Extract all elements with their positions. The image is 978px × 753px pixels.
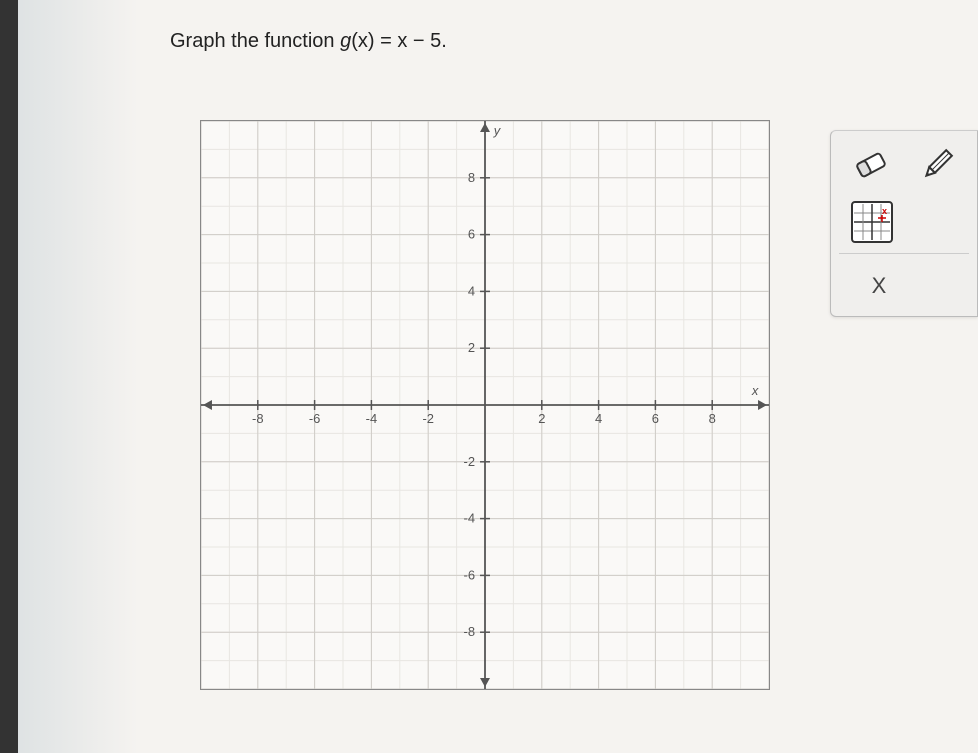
svg-text:8: 8 [709, 411, 716, 426]
svg-text:-6: -6 [309, 411, 321, 426]
paper-shading [18, 0, 138, 753]
eraser-tool-button[interactable] [847, 141, 895, 189]
svg-text:-4: -4 [366, 411, 378, 426]
close-button[interactable]: X [859, 266, 899, 306]
page-left-edge [0, 0, 18, 753]
svg-text:6: 6 [652, 411, 659, 426]
svg-text:-4: -4 [464, 511, 476, 526]
coordinate-grid[interactable]: -8 -6 -4 -2 2 4 6 8 8 6 4 2 -2 -4 -6 -8 x y [201, 121, 769, 689]
question-prompt: Graph the function g(x) = x − 5. [170, 30, 447, 53]
close-icon: X [872, 273, 887, 299]
grid-settings-button[interactable]: x [851, 201, 893, 243]
svg-text:-8: -8 [464, 624, 476, 639]
eraser-icon [852, 150, 890, 180]
fn-arg: (x) [351, 30, 374, 52]
svg-text:2: 2 [468, 340, 475, 355]
svg-text:x: x [882, 206, 887, 216]
tick-labels: -8 -6 -4 -2 2 4 6 8 8 6 4 2 -2 -4 -6 -8 x y [252, 123, 759, 639]
grid-settings-icon: x [854, 204, 890, 240]
svg-text:4: 4 [468, 283, 475, 298]
svg-text:6: 6 [468, 227, 475, 242]
pencil-tool-button[interactable] [913, 141, 961, 189]
fn-eq: = x − 5. [375, 30, 447, 52]
svg-text:-8: -8 [252, 411, 264, 426]
graph-canvas[interactable]: -8 -6 -4 -2 2 4 6 8 8 6 4 2 -2 -4 -6 -8 x y [200, 120, 770, 690]
svg-text:2: 2 [538, 411, 545, 426]
question-prefix: Graph the function [170, 30, 340, 52]
svg-text:4: 4 [595, 411, 602, 426]
svg-text:x: x [751, 383, 759, 398]
drawing-toolbar: x X [830, 130, 978, 317]
svg-text:-2: -2 [422, 411, 434, 426]
svg-text:-2: -2 [464, 454, 476, 469]
fn-letter: g [340, 30, 351, 52]
svg-text:8: 8 [468, 170, 475, 185]
pencil-icon [918, 146, 956, 184]
toolbar-divider [839, 253, 969, 254]
svg-text:-6: -6 [464, 567, 476, 582]
svg-text:y: y [493, 123, 502, 138]
